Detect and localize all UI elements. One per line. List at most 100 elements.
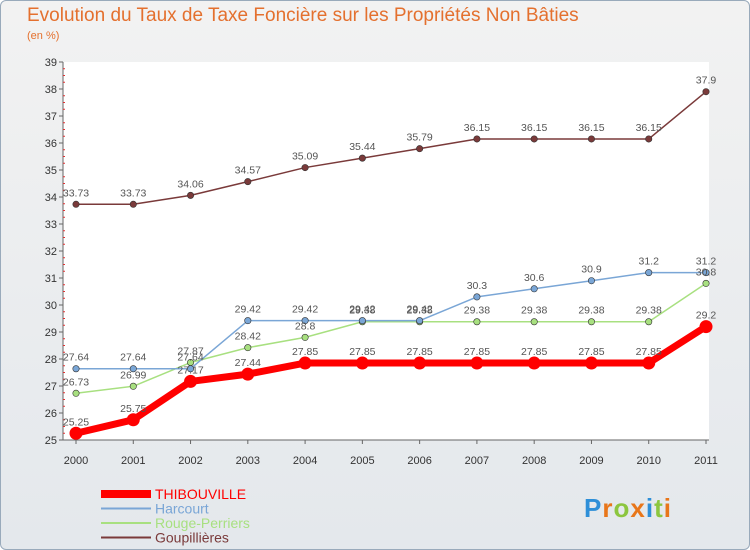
data-label: 27.85 [636,346,662,358]
chart-title: Evolution du Taux de Taxe Foncière sur l… [27,5,579,26]
data-label: 25.25 [63,416,89,428]
y-tick-label: 25 [45,435,57,447]
data-point [587,277,595,285]
data-label: 29.38 [349,305,375,317]
data-label: 27.44 [235,357,261,369]
data-point [587,135,595,143]
logo-letter: x [630,493,646,523]
data-point [129,382,137,390]
logo-letter: i [663,493,672,523]
data-label: 34.06 [177,178,203,190]
data-point [301,164,309,172]
data-point [187,365,195,373]
logo-letter: t [654,493,664,523]
x-tick-label: 2002 [178,455,202,467]
y-tick-label: 35 [45,165,57,177]
data-label: 27.85 [406,346,432,358]
y-tick-label: 39 [45,57,57,69]
data-point [642,356,656,370]
data-point [301,317,309,325]
data-point [699,320,713,334]
x-tick-label: 2008 [522,455,546,467]
data-label: 35.09 [292,151,318,163]
data-label: 36.15 [521,122,547,134]
y-tick-label: 36 [45,138,57,150]
data-label: 36.15 [636,122,662,134]
data-point [72,200,80,208]
x-tick-label: 2009 [579,455,603,467]
data-label: 29.38 [521,305,547,317]
data-label: 29.38 [578,305,604,317]
logo-letter: o [613,493,631,523]
plot-area [63,62,709,440]
legend-entry: Goupillières [155,530,229,546]
data-point [244,178,252,186]
data-point [702,269,710,277]
data-label: 27.85 [464,346,490,358]
y-tick-label: 34 [45,192,57,204]
data-point [530,285,538,293]
data-label: 30.9 [581,264,602,276]
data-label: 31.2 [696,256,717,268]
data-point [530,135,538,143]
y-tick-label: 26 [45,408,57,420]
data-point [355,356,369,370]
data-label: 34.57 [235,165,261,177]
data-label: 30.8 [696,266,717,278]
y-tick-label: 33 [45,219,57,231]
data-point [473,293,481,301]
y-tick-label: 29 [45,327,57,339]
logo-letter: P [584,493,603,523]
data-label: 35.44 [349,141,375,153]
y-tick-label: 30 [45,300,57,312]
data-label: 28.8 [295,320,316,332]
series-line [75,90,707,206]
series-line [75,271,707,370]
chart-subtitle: (en %) [27,30,60,42]
data-point [358,154,366,162]
data-label: 28.42 [235,331,261,343]
data-label: 29.42 [349,304,375,316]
data-point [298,356,312,370]
data-label: 33.73 [63,187,89,199]
data-label: 29.42 [235,304,261,316]
data-label: 27.64 [177,352,203,364]
data-label: 27.85 [349,346,375,358]
logo-letter: i [645,493,655,523]
data-point [129,200,137,208]
data-point [129,365,137,373]
data-point [645,269,653,277]
data-label: 27.17 [177,364,203,376]
data-label: 29.38 [464,305,490,317]
data-label: 29.38 [406,305,432,317]
x-tick-label: 2000 [64,455,88,467]
x-tick-label: 2006 [407,455,431,467]
data-point [473,318,481,326]
logo-letter: r [602,493,614,523]
data-point [72,389,80,397]
y-tick-label: 27 [45,381,57,393]
x-tick-label: 2007 [465,455,489,467]
data-point [187,191,195,199]
data-label: 27.64 [63,352,89,364]
x-tick-label: 2004 [293,455,317,467]
x-tick-label: 2010 [636,455,660,467]
data-point [72,365,80,373]
data-label: 30.3 [467,280,488,292]
data-point [244,317,252,325]
data-point [470,356,484,370]
data-label: 36.15 [578,122,604,134]
data-label: 30.6 [524,272,545,284]
data-label: 27.85 [521,346,547,358]
y-tick-label: 31 [45,273,57,285]
data-point [645,135,653,143]
data-point [702,88,710,96]
data-label: 27.87 [177,346,203,358]
data-point [530,318,538,326]
data-point [301,333,309,341]
data-point [69,426,83,440]
series-line [72,323,710,437]
data-point [584,356,598,370]
